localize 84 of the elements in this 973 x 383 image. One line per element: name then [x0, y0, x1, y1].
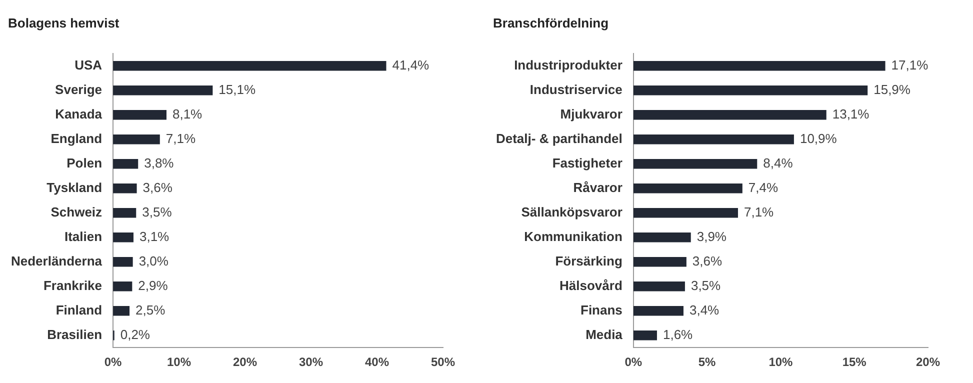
y-tick-label: Tyskland: [46, 180, 102, 195]
data-label: 3,9%: [696, 228, 727, 244]
y-tick-label: Italien: [64, 228, 102, 244]
data-label: 3,6%: [692, 253, 723, 268]
x-tick-label: 15%: [842, 355, 867, 370]
y-tick-label: Råvaror: [573, 180, 622, 195]
y-tick-label: Hälsovård: [560, 278, 622, 293]
y-tick-label: Mjukvaror: [560, 106, 622, 122]
y-tick-label: Finans: [580, 302, 622, 318]
data-label: 0,2%: [120, 326, 150, 342]
data-label: 7,1%: [744, 204, 774, 220]
y-tick-label: Försärking: [555, 253, 622, 268]
chart-title: Bolagens hemvist: [8, 15, 120, 30]
y-tick-label: Kanada: [55, 106, 103, 122]
data-label: 3,1%: [139, 228, 170, 244]
bar: [633, 60, 886, 71]
data-label: 3,0%: [138, 253, 169, 268]
bar: [113, 281, 132, 292]
y-tick-label: Polen: [66, 155, 102, 170]
y-tick-label: Detalj- & partihandel: [496, 130, 622, 146]
x-tick-label: 10%: [768, 355, 794, 370]
bar: [633, 85, 868, 96]
data-label: 1,6%: [662, 326, 694, 342]
bar: [633, 183, 742, 194]
data-label: 3,5%: [690, 278, 722, 293]
bar: [113, 158, 138, 169]
y-tick-label: Finland: [56, 302, 102, 318]
bar: [633, 110, 826, 120]
data-label: 2,5%: [136, 302, 166, 318]
data-label: 8,1%: [172, 106, 203, 122]
chart-title: Branschfördelning: [493, 15, 609, 30]
y-tick-label: Brasilien: [47, 326, 102, 342]
bar: [113, 85, 213, 96]
x-tick-label: 30%: [298, 355, 324, 370]
data-label: 2,9%: [138, 278, 168, 293]
y-tick-label: Fastigheter: [552, 155, 622, 170]
data-label: 41,4%: [392, 57, 430, 72]
bar: [633, 330, 657, 340]
y-tick-label: USA: [74, 57, 103, 72]
data-label: 3,5%: [142, 204, 172, 220]
y-tick-label: Sällanköpsvaror: [521, 204, 622, 220]
bar: [633, 158, 758, 169]
bar: [113, 134, 160, 144]
bar: [633, 134, 794, 144]
data-label: 15,1%: [218, 82, 256, 97]
y-tick-label: Kommunikation: [524, 228, 622, 244]
bar: [113, 306, 130, 316]
x-tick-label: 40%: [364, 355, 390, 370]
y-tick-label: England: [50, 130, 102, 146]
data-label: 10,9%: [800, 130, 838, 146]
y-tick-label: Frankrike: [43, 278, 102, 293]
data-label: 7,1%: [166, 130, 196, 146]
x-tick-label: 5%: [698, 355, 716, 370]
x-tick-label: 0%: [104, 355, 122, 370]
bar: [633, 306, 684, 316]
x-tick-label: 20%: [233, 355, 258, 370]
bar: [113, 60, 386, 71]
data-label: 17,1%: [891, 57, 929, 72]
bar: [113, 232, 134, 242]
data-label: 3,4%: [689, 302, 720, 318]
data-label: 3,6%: [142, 180, 173, 195]
x-tick-label: 0%: [624, 355, 642, 370]
x-tick-label: 50%: [430, 355, 456, 370]
bar: [633, 208, 738, 218]
y-tick-label: Industriservice: [530, 82, 622, 97]
bar: [633, 232, 691, 242]
bar: [113, 183, 137, 194]
data-label: 13,1%: [832, 106, 870, 122]
bar: [113, 208, 136, 218]
x-tick-label: 10%: [167, 355, 192, 370]
bar: [113, 110, 166, 120]
data-label: 15,9%: [874, 82, 911, 97]
y-tick-label: Media: [586, 326, 624, 342]
y-tick-label: Schweiz: [50, 204, 103, 220]
data-label: 3,8%: [144, 155, 174, 170]
y-tick-label: Industriprodukter: [514, 57, 622, 72]
bar: [633, 281, 685, 292]
bar: [633, 256, 686, 267]
x-tick-label: 20%: [916, 355, 940, 370]
data-label: 8,4%: [763, 155, 794, 170]
y-tick-label: Nederländerna: [10, 253, 103, 268]
bar: [113, 256, 133, 267]
y-tick-label: Sverige: [55, 82, 102, 97]
data-label: 7,4%: [748, 180, 778, 195]
